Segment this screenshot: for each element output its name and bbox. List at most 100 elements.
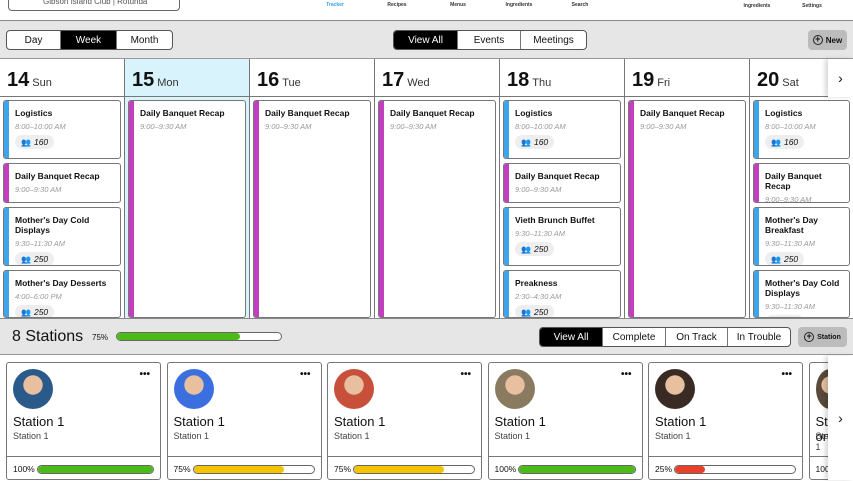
- filter-events[interactable]: Events: [458, 31, 521, 49]
- day-name: Sat: [782, 77, 799, 89]
- event-time: 9:00–9:30 AM: [640, 122, 741, 131]
- nav-search[interactable]: Search: [560, 2, 600, 8]
- event-card[interactable]: Vieth Brunch Buffet 9:30–11:30 AM 👥250: [503, 207, 621, 266]
- event-title: Logistics: [515, 108, 616, 118]
- event-time: 9:00–9:30 AM: [515, 185, 616, 194]
- people-icon: 👥: [21, 138, 31, 147]
- filter-day[interactable]: Day: [7, 31, 61, 49]
- filter-month[interactable]: Month: [117, 31, 172, 49]
- event-card[interactable]: Mother's Day Desserts 4:00–6:00 PM 👥250: [3, 270, 121, 318]
- day-number: 19: [632, 69, 654, 92]
- station-percent: 75%: [334, 464, 351, 474]
- nav-right-ingredients[interactable]: Ingredients: [737, 3, 777, 9]
- filter-view-all[interactable]: View All: [394, 31, 458, 49]
- people-icon: 👥: [521, 245, 531, 254]
- event-title: Daily Banquet Recap: [140, 108, 241, 118]
- filter-on-track[interactable]: On Track: [666, 328, 728, 346]
- event-title: Mother's Day Cold Displays: [15, 215, 116, 235]
- more-options-icon[interactable]: •••: [300, 369, 311, 380]
- venue-dropdown[interactable]: Gibson Island Club | Rotunda: [8, 0, 180, 11]
- filter-meetings[interactable]: Meetings: [521, 31, 586, 49]
- event-time: 4:00–6:00 PM: [15, 292, 116, 301]
- event-title: Mother's Day Desserts: [15, 278, 116, 288]
- add-station-label: Station: [817, 334, 841, 341]
- event-title: Daily Banquet Recap: [265, 108, 366, 118]
- plus-circle-icon: +: [804, 332, 814, 342]
- more-options-icon[interactable]: •••: [139, 369, 150, 380]
- nav-menus[interactable]: Menus: [438, 2, 478, 8]
- station-name: Station 1: [174, 414, 319, 429]
- day-name: Fri: [657, 77, 670, 89]
- guest-count: 👥250: [15, 305, 54, 318]
- station-percent: 100%: [495, 464, 517, 474]
- nav-recipes[interactable]: Recipes: [377, 2, 417, 8]
- guest-count: 👥250: [515, 242, 554, 256]
- filter-week[interactable]: Week: [61, 31, 117, 49]
- people-icon: 👥: [521, 138, 531, 147]
- more-options-icon[interactable]: •••: [621, 369, 632, 380]
- event-time: 8:00–10:00 AM: [15, 122, 116, 131]
- filter-in-trouble[interactable]: In Trouble: [728, 328, 790, 346]
- event-time: 9:00–9:30 AM: [390, 122, 491, 131]
- stations-percent: 75%: [92, 333, 108, 342]
- progress-fill: [519, 466, 634, 473]
- event-time: 9:30–11:30 AM: [515, 229, 616, 238]
- avatar: [655, 369, 695, 409]
- event-time: 8:00–10:00 AM: [515, 122, 616, 131]
- event-title: Logistics: [15, 108, 116, 118]
- event-time: 9:00–9:30 AM: [15, 185, 116, 194]
- nav-right-settings[interactable]: Settings: [792, 3, 832, 9]
- next-stations-button[interactable]: ›: [828, 356, 853, 480]
- more-options-icon[interactable]: •••: [460, 369, 471, 380]
- station-progress-bar: [37, 465, 154, 474]
- event-title: Vieth Brunch Buffet: [515, 215, 616, 225]
- day-name: Wed: [407, 77, 429, 89]
- guest-count: 👥160: [765, 135, 804, 149]
- station-subtitle: Station 1: [655, 431, 800, 442]
- filter-complete[interactable]: Complete: [603, 328, 666, 346]
- station-progress-bar: [674, 465, 796, 474]
- stations-title: 8 Stations: [12, 328, 83, 346]
- nav-ingredients[interactable]: Ingredients: [499, 2, 539, 8]
- progress-fill: [38, 466, 153, 473]
- nav-tracker[interactable]: Tracker: [315, 2, 355, 8]
- filter-view-all[interactable]: View All: [540, 328, 603, 346]
- new-button[interactable]: + New: [808, 30, 847, 50]
- day-number: 20: [757, 69, 779, 92]
- more-options-icon[interactable]: •••: [781, 369, 792, 380]
- add-station-button[interactable]: + Station: [798, 327, 847, 347]
- next-week-button[interactable]: ›: [828, 59, 853, 97]
- day-number: 16: [257, 69, 279, 92]
